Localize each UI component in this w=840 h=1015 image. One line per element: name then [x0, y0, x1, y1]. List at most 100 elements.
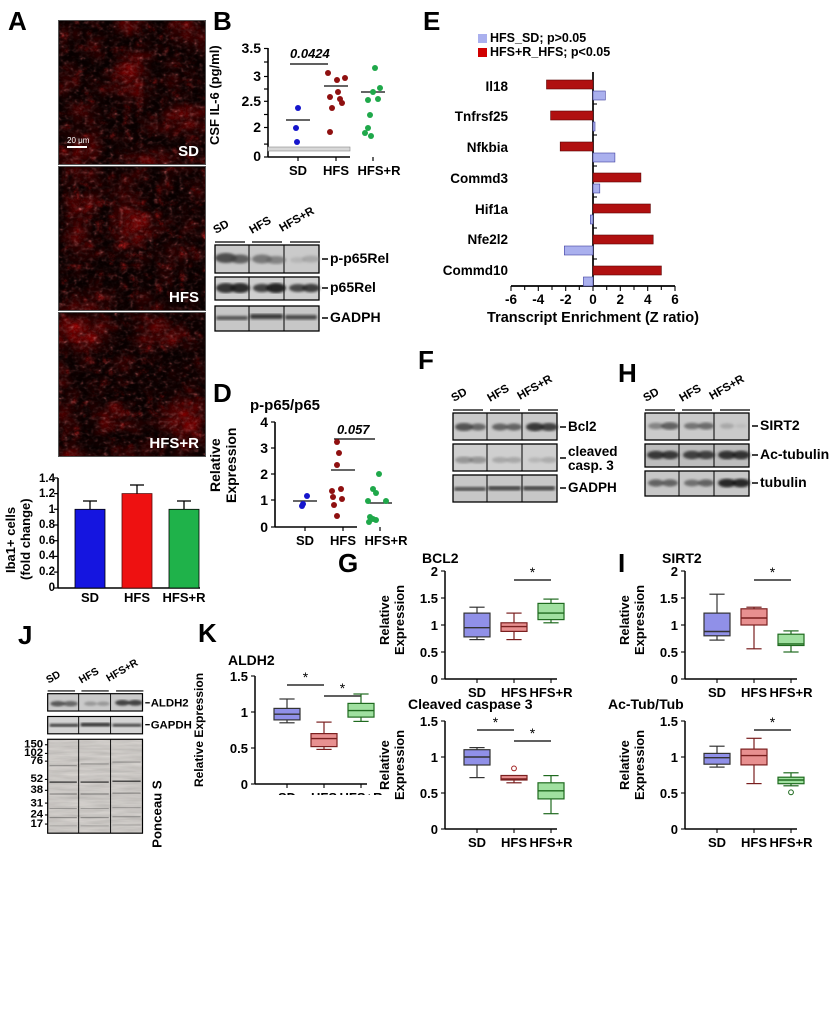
svg-text:HFS: HFS: [124, 590, 150, 605]
svg-text:HFS+R: HFS+R: [770, 685, 814, 700]
svg-text:0.5: 0.5: [660, 786, 678, 801]
svg-text:GADPH: GADPH: [568, 480, 617, 495]
svg-text:2.5: 2.5: [242, 93, 262, 109]
svg-text:2: 2: [431, 564, 438, 579]
svg-text:0.0424: 0.0424: [290, 46, 331, 61]
svg-text:SD: SD: [296, 533, 314, 548]
svg-text:1.5: 1.5: [420, 591, 438, 606]
svg-text:0.4: 0.4: [39, 550, 56, 562]
svg-text:SD: SD: [45, 669, 63, 686]
svg-text:1.2: 1.2: [39, 488, 55, 500]
svg-text:SD: SD: [212, 218, 232, 236]
svg-text:HFS: HFS: [678, 383, 704, 405]
svg-text:1: 1: [241, 705, 248, 720]
svg-text:1: 1: [671, 750, 678, 765]
svg-text:Ac-tubulin: Ac-tubulin: [760, 446, 829, 462]
svg-text:-4: -4: [532, 292, 544, 307]
svg-text:0.2: 0.2: [39, 566, 55, 578]
svg-text:Relative Expression: Relative Expression: [192, 673, 206, 787]
svg-text:HFS+R_HFS; p<0.05: HFS+R_HFS; p<0.05: [490, 45, 610, 59]
svg-text:0: 0: [671, 822, 678, 837]
svg-text:1.5: 1.5: [420, 714, 438, 729]
svg-text:0: 0: [431, 822, 438, 837]
svg-text:1.5: 1.5: [660, 591, 678, 606]
svg-text:0: 0: [671, 672, 678, 687]
svg-text:*: *: [493, 714, 499, 730]
svg-text:HFS: HFS: [77, 666, 101, 686]
svg-text:0.6: 0.6: [39, 535, 55, 547]
svg-text:6: 6: [671, 292, 679, 307]
svg-text:2: 2: [617, 292, 625, 307]
svg-text:0.5: 0.5: [230, 741, 248, 756]
svg-text:Ponceau S: Ponceau S: [150, 780, 165, 848]
svg-text:-6: -6: [505, 292, 517, 307]
svg-text:*: *: [770, 714, 776, 730]
svg-text:GAPDH: GAPDH: [151, 719, 192, 731]
svg-text:cleaved: cleaved: [568, 444, 618, 459]
svg-text:0: 0: [241, 777, 248, 792]
svg-text:casp. 3: casp. 3: [568, 458, 614, 473]
svg-text:*: *: [770, 564, 776, 580]
svg-text:1.4: 1.4: [39, 473, 56, 485]
svg-text:4: 4: [644, 292, 652, 307]
svg-text:Tnfrsf25: Tnfrsf25: [455, 109, 509, 124]
svg-text:Il18: Il18: [485, 79, 508, 94]
svg-text:Transcript Enrichment (Z ratio: Transcript Enrichment (Z ratio): [487, 310, 699, 326]
svg-text:3.5: 3.5: [242, 40, 262, 56]
svg-text:HFS+R: HFS+R: [770, 835, 814, 850]
svg-text:1.5: 1.5: [230, 669, 248, 684]
svg-text:SD: SD: [708, 685, 726, 700]
svg-text:SD: SD: [468, 835, 486, 850]
svg-text:HFS+R: HFS+R: [530, 835, 574, 850]
svg-text:HFS: HFS: [311, 790, 337, 795]
svg-text:HFS+R: HFS+R: [365, 533, 409, 548]
svg-text:SIRT2: SIRT2: [760, 417, 800, 433]
svg-text:Commd3: Commd3: [450, 171, 508, 186]
svg-text:HFS_SD; p>0.05: HFS_SD; p>0.05: [490, 31, 586, 45]
svg-text:p65Rel: p65Rel: [330, 279, 376, 295]
svg-text:SD: SD: [81, 590, 99, 605]
svg-text:38: 38: [30, 784, 43, 796]
svg-text:1: 1: [49, 504, 56, 516]
svg-text:1: 1: [260, 492, 268, 508]
svg-text:0.057: 0.057: [337, 422, 370, 437]
svg-text:HFS+R: HFS+R: [516, 373, 556, 403]
svg-text:p-p65Rel: p-p65Rel: [330, 250, 389, 266]
svg-text:0: 0: [589, 292, 597, 307]
svg-text:76: 76: [30, 755, 43, 767]
svg-text:Nfkbia: Nfkbia: [467, 140, 509, 155]
svg-text:GADPH: GADPH: [330, 309, 381, 325]
svg-text:0.5: 0.5: [660, 645, 678, 660]
svg-text:2: 2: [260, 466, 268, 482]
svg-text:*: *: [340, 680, 346, 696]
svg-text:SD: SD: [642, 386, 662, 404]
svg-text:HFS: HFS: [501, 835, 527, 850]
svg-text:HFS+R: HFS+R: [105, 657, 141, 684]
svg-text:HFS: HFS: [741, 835, 767, 850]
svg-text:1: 1: [431, 750, 438, 765]
svg-text:0.5: 0.5: [420, 786, 438, 801]
svg-text:SD: SD: [289, 163, 307, 178]
svg-text:-2: -2: [560, 292, 572, 307]
svg-text:HFS: HFS: [323, 163, 349, 178]
svg-text:SD: SD: [708, 835, 726, 850]
svg-text:Bcl2: Bcl2: [568, 419, 597, 434]
svg-text:0: 0: [431, 672, 438, 687]
svg-text:HFS+R: HFS+R: [530, 685, 574, 700]
svg-text:0.8: 0.8: [39, 519, 56, 531]
svg-text:ALDH2: ALDH2: [151, 697, 189, 709]
svg-text:3: 3: [260, 440, 268, 456]
svg-text:Nfe2l2: Nfe2l2: [467, 232, 508, 247]
svg-text:1.5: 1.5: [660, 714, 678, 729]
svg-text:17: 17: [30, 818, 43, 830]
svg-text:1: 1: [671, 618, 678, 633]
svg-text:Commd10: Commd10: [443, 263, 508, 278]
svg-text:HFS: HFS: [330, 533, 356, 548]
svg-text:*: *: [530, 725, 536, 741]
svg-text:Hif1a: Hif1a: [475, 202, 509, 217]
svg-text:3: 3: [253, 68, 261, 84]
svg-text:SD: SD: [450, 386, 470, 404]
svg-text:HFS: HFS: [248, 215, 274, 237]
svg-text:4: 4: [260, 414, 268, 430]
svg-text:HFS+R: HFS+R: [708, 373, 748, 403]
